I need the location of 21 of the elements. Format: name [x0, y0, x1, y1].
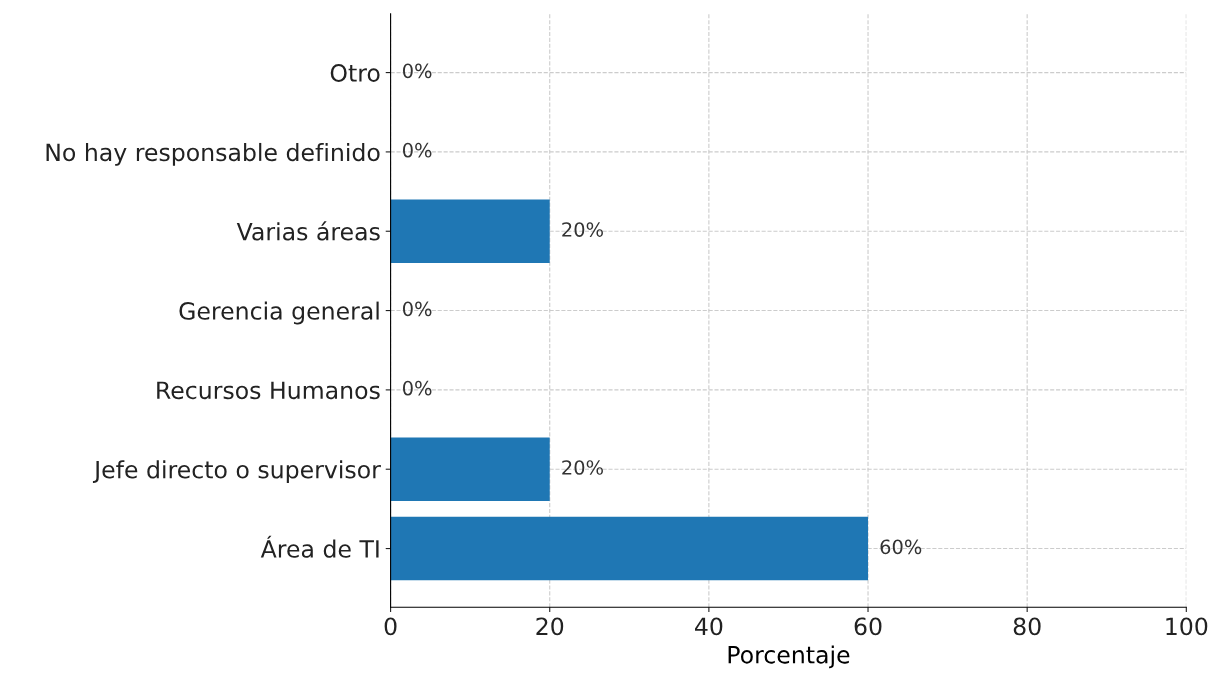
x-tick-label: 60	[854, 617, 882, 636]
x-tick-label: 80	[1013, 617, 1041, 636]
x-tick-label: 0	[384, 617, 397, 636]
x-axis-title: Porcentaje	[728, 645, 850, 669]
data-label: 0%	[402, 142, 432, 158]
x-tick-label: 40	[695, 617, 723, 636]
data-label: 20%	[562, 222, 603, 237]
y-tick-label: Otro	[330, 64, 380, 82]
x-tick-label: 20	[536, 617, 564, 636]
y-tick-label: Jefe directo o supervisor	[92, 460, 381, 484]
data-label: 0%	[402, 380, 432, 396]
data-label: 20%	[562, 460, 603, 475]
data-label: 0%	[402, 63, 432, 79]
x-tick-label: 100	[1166, 617, 1208, 636]
data-label: 0%	[402, 301, 432, 317]
y-tick-label: Área de TI	[260, 535, 379, 558]
y-tick-label: No hay responsable definido	[46, 142, 380, 166]
data-label: 60%	[880, 539, 922, 555]
y-tick-label: Varias áreas	[236, 221, 380, 241]
y-tick-label: Recursos Humanos	[157, 381, 380, 400]
y-tick-label: Gerencia general	[179, 301, 379, 325]
